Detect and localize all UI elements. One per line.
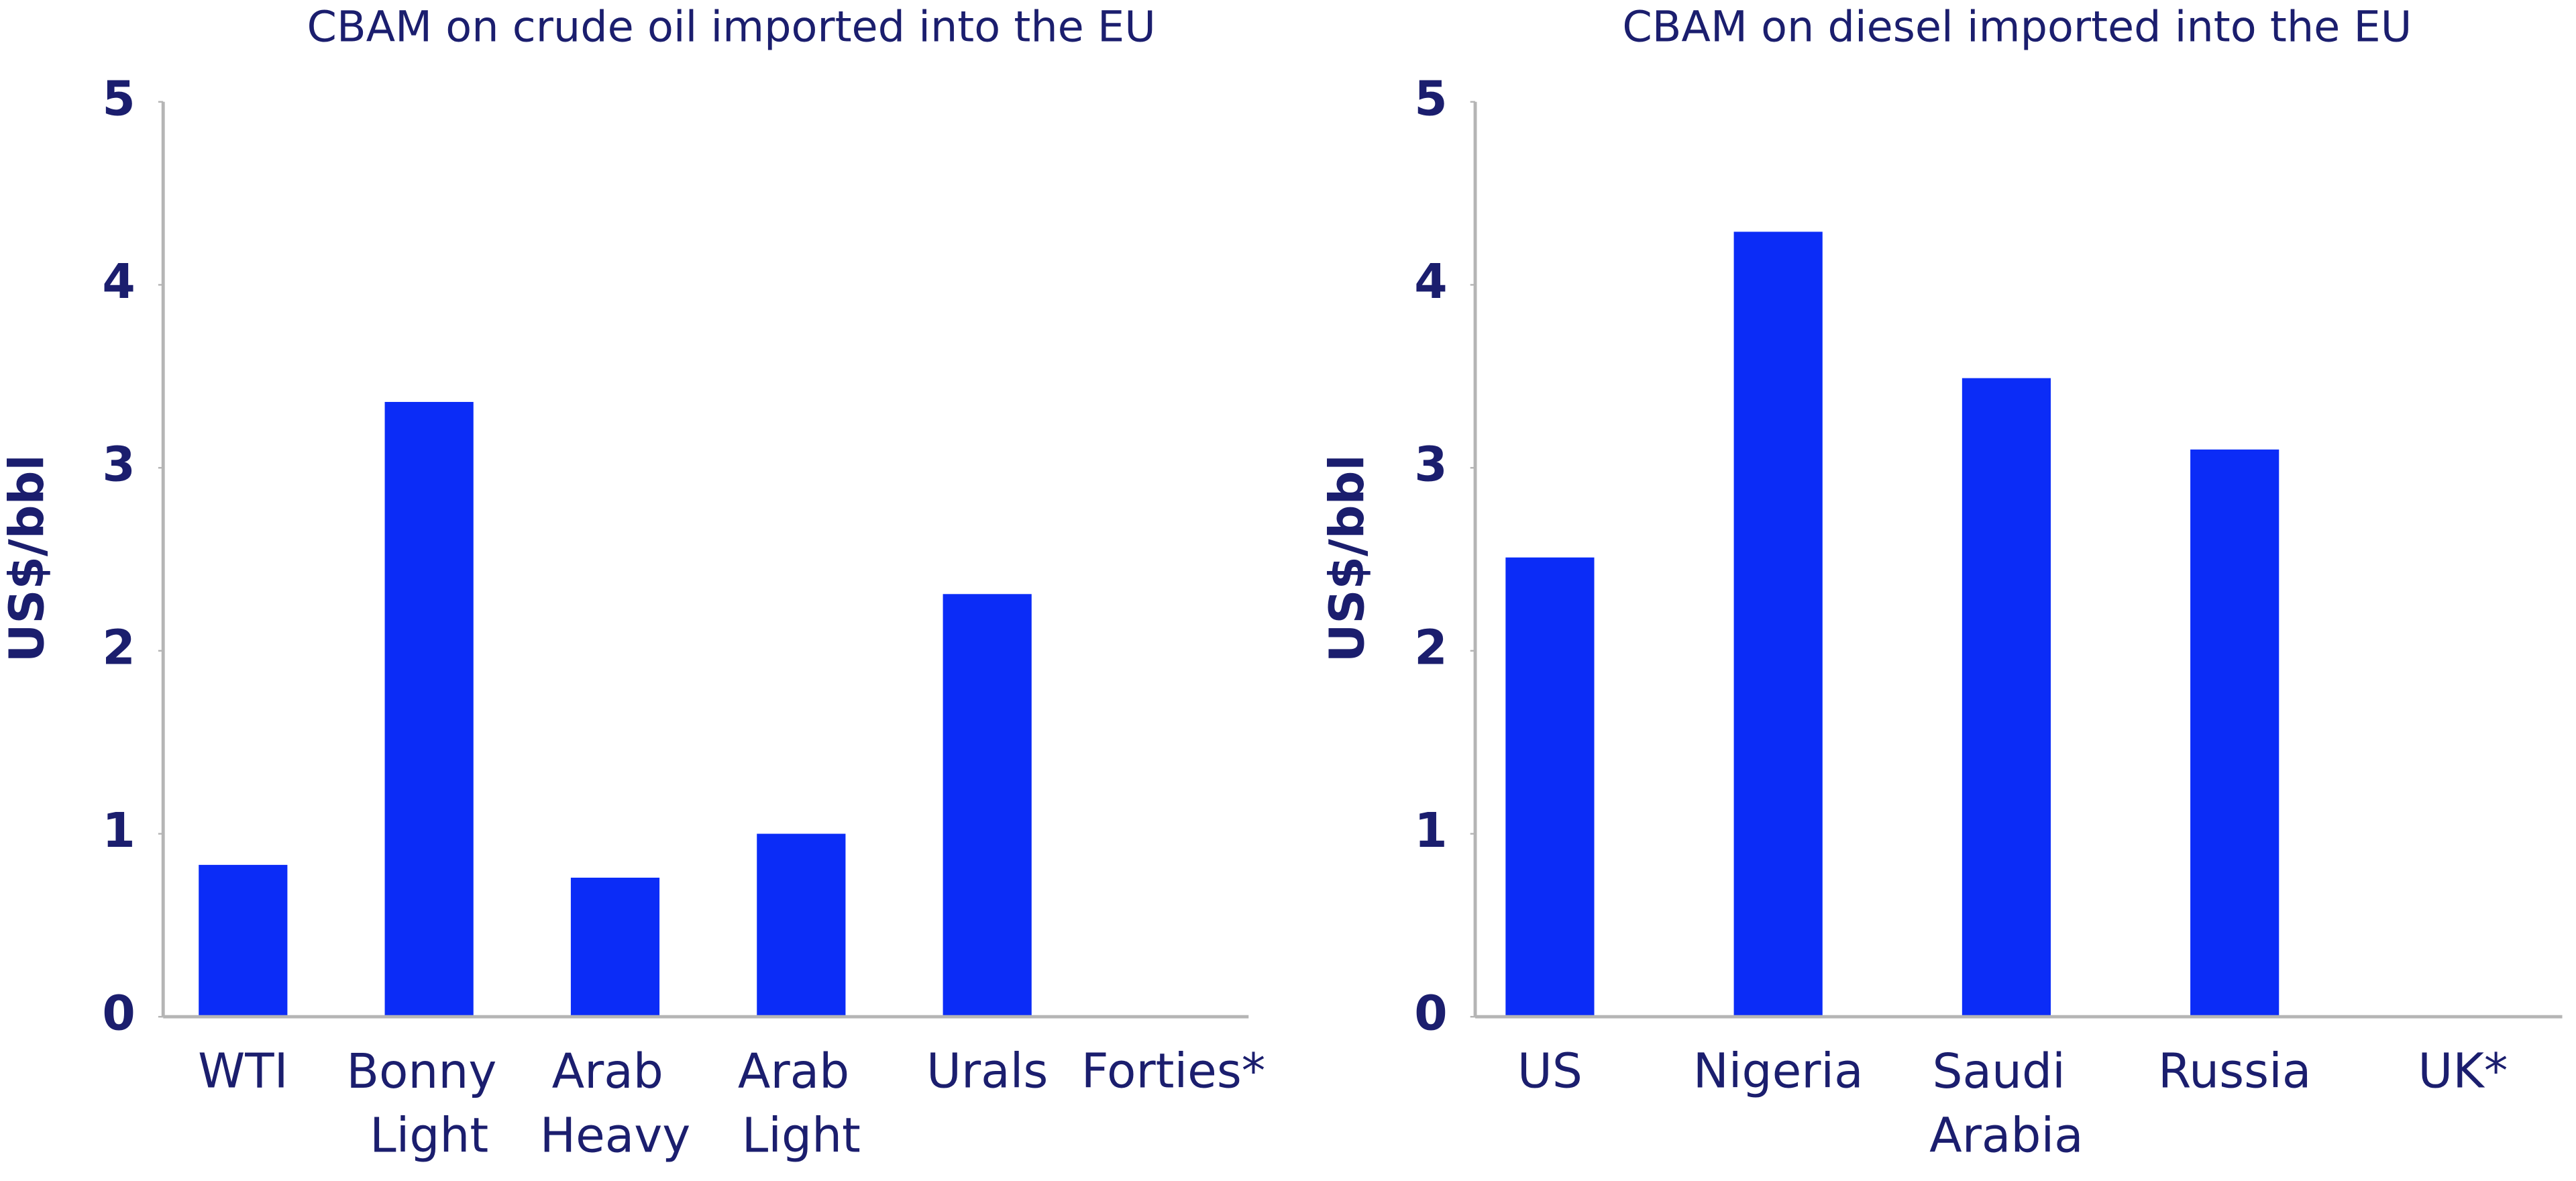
x-tick-label: Urals [926,1043,1048,1098]
chart-title: CBAM on crude oil imported into the EU [307,3,1156,52]
bar [757,833,846,1017]
bar [1505,557,1595,1017]
x-tick-label: Arab Heavy [540,1043,691,1162]
y-tick-label: 1 [1414,803,1447,858]
y-tick-label: 4 [1414,254,1447,309]
bar [943,594,1032,1017]
y-axis-title: US$/bbl [0,454,54,662]
y-tick-label: 0 [1414,986,1447,1041]
x-tick-label: Russia [2158,1043,2311,1098]
y-tick-label: 5 [1414,70,1447,126]
y-tick-label: 4 [102,254,135,309]
bar [384,401,474,1017]
y-tick-label: 3 [1414,437,1447,493]
y-axis-title: US$/bbl [1320,454,1375,662]
x-tick-label: Bonny Light [346,1043,512,1162]
y-tick-label: 5 [102,70,135,126]
y-tick-label: 2 [1414,619,1447,675]
bar [1733,232,1823,1017]
y-tick-label: 2 [102,619,135,675]
x-tick-label: Forties* [1081,1043,1266,1098]
x-tick-label: Saudi Arabia [1929,1043,2083,1162]
x-tick-label: US [1517,1043,1582,1098]
x-tick-label: UK* [2418,1043,2508,1098]
y-tick-label: 1 [102,803,135,858]
y-tick-label: 0 [102,986,135,1041]
chart-title: CBAM on diesel imported into the EU [1622,3,2412,52]
bar [2190,449,2279,1017]
bar [570,877,660,1017]
x-tick-label: Arab Light [738,1043,865,1162]
x-tick-label: WTI [198,1043,288,1098]
bar [1962,378,2051,1017]
bar [199,864,288,1017]
x-tick-label: Nigeria [1693,1043,1864,1098]
y-tick-label: 3 [102,437,135,493]
